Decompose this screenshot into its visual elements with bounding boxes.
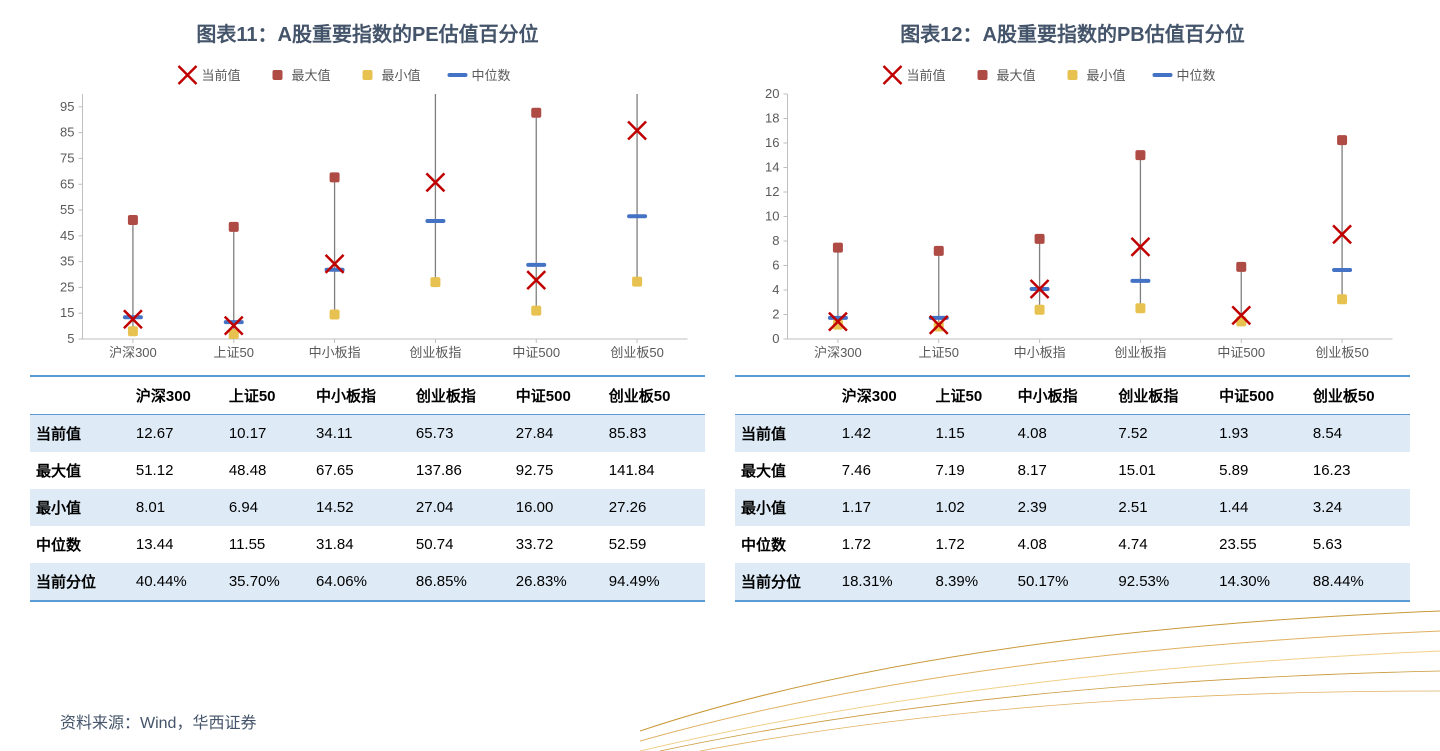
svg-text:中证500: 中证500 [512,345,560,360]
table-col-header: 创业板50 [1307,376,1410,415]
svg-text:中证500: 中证500 [1217,345,1265,360]
left-panel: 图表11：A股重要指数的PE估值百分位 5 15 25 35 45 55 65 75 85 95 沪… [30,10,705,602]
table-row: 最小值8.016.9414.5227.0416.0027.26 [30,489,705,526]
left-chart: 5 15 25 35 45 55 65 75 85 95 沪深300 上证50 中小板指 创业板指 中证50… [30,59,705,369]
decorative-lines [640,591,1440,751]
table-col-header: 上证50 [223,376,310,415]
left-panel-title: 图表11：A股重要指数的PE估值百分位 [30,18,705,47]
table-row: 中位数13.4411.5531.8450.7433.7252.59 [30,526,705,563]
table-col-header: 中小板指 [310,376,410,415]
table-col-header: 创业板指 [410,376,510,415]
svg-text:当前值: 当前值 [907,68,946,83]
svg-text:当前值: 当前值 [202,68,241,83]
svg-text:上证50: 上证50 [919,345,959,360]
svg-text:创业板指: 创业板指 [409,345,461,360]
right-panel-title: 图表12：A股重要指数的PB估值百分位 [735,18,1410,47]
svg-text:20: 20 [765,86,779,101]
svg-text:14: 14 [765,160,779,175]
svg-text:35: 35 [60,254,74,269]
svg-text:最小值: 最小值 [1087,68,1126,83]
table-col-header: 创业板指 [1112,376,1213,415]
svg-text:创业板50: 创业板50 [610,345,663,360]
svg-text:创业板50: 创业板50 [1315,345,1368,360]
right-chart: 0 2 4 6 8 10 12 14 16 18 20 沪深300 上证50 中小板指 创业板指 中证500 创… [735,59,1410,369]
table-row: 当前分位40.44%35.70%64.06%86.85%26.83%94.49% [30,563,705,601]
svg-text:12: 12 [765,184,779,199]
svg-text:95: 95 [60,99,74,114]
table-col-header: 沪深300 [836,376,930,415]
svg-text:45: 45 [60,228,74,243]
svg-text:10: 10 [765,209,779,224]
svg-text:0: 0 [772,331,779,346]
svg-text:沪深300: 沪深300 [109,345,157,360]
svg-text:中小板指: 中小板指 [309,345,361,360]
svg-text:最大值: 最大值 [997,68,1036,83]
table-row: 中位数1.721.724.084.7423.555.63 [735,526,1410,563]
table-row: 当前分位18.31%8.39%50.17%92.53%14.30%88.44% [735,563,1410,601]
table-col-header: 中证500 [510,376,603,415]
svg-text:15: 15 [60,305,74,320]
svg-text:18: 18 [765,111,779,126]
table-row: 当前值12.6710.1734.1165.7327.8485.83 [30,415,705,453]
svg-text:25: 25 [60,279,74,294]
svg-text:中小板指: 中小板指 [1014,345,1066,360]
source-note: 资料来源：Wind，华西证券 [60,709,256,733]
svg-text:85: 85 [60,125,74,140]
table-col-header: 沪深300 [130,376,223,415]
left-table: 沪深300上证50中小板指创业板指中证500创业板50当前值12.6710.17… [30,375,705,602]
svg-text:65: 65 [60,176,74,191]
table-col-header: 中小板指 [1012,376,1113,415]
svg-text:2: 2 [772,307,779,322]
svg-text:最大值: 最大值 [292,68,331,83]
right-table: 沪深300上证50中小板指创业板指中证500创业板50当前值1.421.154.… [735,375,1410,602]
table-row: 当前值1.421.154.087.521.938.54 [735,415,1410,453]
svg-text:8: 8 [772,233,779,248]
table-col-header: 上证50 [930,376,1012,415]
table-col-header: 创业板50 [603,376,705,415]
right-panel: 图表12：A股重要指数的PB估值百分位 0 2 4 6 8 10 12 14 16 18 20 沪深3… [735,10,1410,602]
table-col-header: 中证500 [1213,376,1307,415]
svg-text:创业板指: 创业板指 [1114,345,1166,360]
svg-text:5: 5 [67,331,74,346]
svg-text:4: 4 [772,282,779,297]
svg-text:中位数: 中位数 [472,68,511,83]
table-row: 最大值7.467.198.1715.015.8916.23 [735,452,1410,489]
svg-text:沪深300: 沪深300 [814,345,862,360]
svg-text:75: 75 [60,150,74,165]
svg-text:上证50: 上证50 [214,345,254,360]
svg-text:中位数: 中位数 [1177,68,1216,83]
svg-text:6: 6 [772,258,779,273]
table-row: 最小值1.171.022.392.511.443.24 [735,489,1410,526]
svg-text:16: 16 [765,135,779,150]
table-row: 最大值51.1248.4867.65137.8692.75141.84 [30,452,705,489]
svg-text:55: 55 [60,202,74,217]
svg-text:最小值: 最小值 [382,68,421,83]
